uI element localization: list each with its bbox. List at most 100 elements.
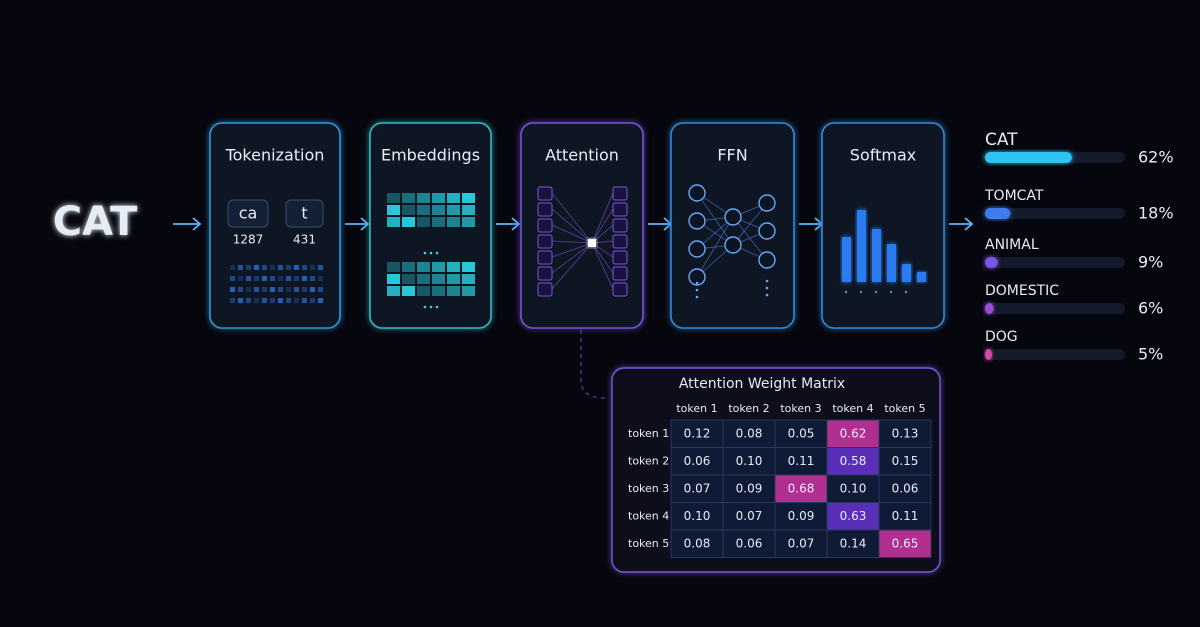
softmax-bar [887,244,896,282]
ffn-node [688,268,706,286]
prediction-label: DOMESTIC [985,283,1059,299]
matrix-row-header: token 5 [628,537,669,550]
token-dot [286,287,291,292]
token-dot [254,287,259,292]
ffn-node [724,236,742,254]
matrix-cell [826,502,880,531]
prediction-label: ANIMAL [985,237,1039,253]
matrix-value: 0.12 [684,426,711,440]
matrix-value: 0.58 [840,454,867,468]
token-dot [262,287,267,292]
dot [435,305,439,309]
prediction-label: CAT [985,130,1018,150]
token-dot [278,287,283,292]
token-text: t [301,204,307,223]
embedding-cell [447,262,460,272]
token-chip [285,199,324,228]
dot [765,293,769,297]
embedding-cell [462,262,475,272]
softmax-bar [872,229,881,282]
token-dot [278,265,283,270]
embedding-cell [462,274,475,284]
softmax-bar [902,264,911,282]
matrix-cell [826,529,880,558]
embedding-cell [387,286,400,296]
token-dot [294,265,299,270]
attn-node [612,202,628,217]
softmax-bar [842,237,851,282]
matrix-value: 0.09 [736,481,763,495]
embedding-cell [417,262,430,272]
dot [695,281,699,285]
token-id: 431 [293,233,316,247]
embedding-cell [432,205,445,215]
prediction-label: TOMCAT [984,188,1044,204]
attn-link [551,242,593,274]
attn-link [591,192,614,244]
token-dot [286,265,291,270]
matrix-value: 0.15 [892,454,919,468]
token-id: 1287 [233,233,264,247]
prediction-bar [985,349,992,360]
dot [423,251,427,255]
dot [844,290,848,294]
token-dot [270,276,275,281]
ffn-node [758,194,776,212]
token-dot [278,298,283,303]
matrix-value: 0.10 [840,481,867,495]
matrix-col-header: token 2 [728,402,769,415]
matrix-cell [878,529,932,558]
token-dot [310,298,315,303]
token-dot [286,298,291,303]
attn-node [612,218,628,233]
matrix-value: 0.08 [684,536,711,550]
embedding-cell [387,205,400,215]
matrix-value: 0.06 [892,481,919,495]
embedding-cell [447,286,460,296]
connector [580,330,606,399]
embedding-cell [387,262,400,272]
token-dot [310,276,315,281]
stage-box [821,122,945,329]
dot [874,290,878,294]
attn-link [551,242,593,258]
token-dot [286,276,291,281]
arrow-head [964,217,974,231]
embedding-cell [402,286,415,296]
arrow-head [360,217,370,231]
embedding-cell [402,193,415,203]
matrix-cell [826,474,880,503]
token-dot [270,265,275,270]
attn-link [551,208,593,244]
embedding-cell [447,217,460,227]
token-dot [318,298,323,303]
ffn-node [758,251,776,269]
attn-node [612,250,628,265]
attn-node [537,250,553,265]
token-dot [262,276,267,281]
attn-node [612,234,628,249]
embedding-cell [462,193,475,203]
matrix-value: 0.06 [736,536,763,550]
embedding-cell [417,274,430,284]
token-dot [302,276,307,281]
dot [695,288,699,292]
matrix-value: 0.08 [736,426,763,440]
embedding-cell [387,217,400,227]
prediction-value: 9% [1138,253,1163,272]
stage-title: Attention [545,146,619,165]
stage-box [209,122,341,329]
matrix-cell [670,529,724,558]
matrix-cell [670,474,724,503]
embedding-cell [462,205,475,215]
token-dot [262,265,267,270]
ffn-link [696,216,734,278]
attn-node [537,266,553,281]
token-dot [238,287,243,292]
token-dot [254,265,259,270]
token-chip [227,199,269,228]
embedding-cell [432,286,445,296]
embedding-cell [402,274,415,284]
matrix-cell [878,419,932,448]
stage-box [369,122,492,329]
